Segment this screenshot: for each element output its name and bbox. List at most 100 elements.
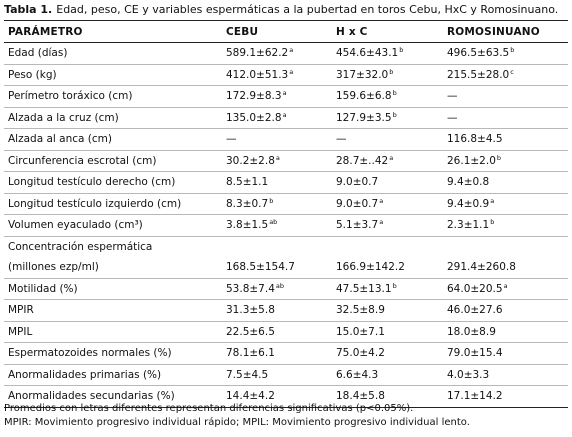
cebu-cell: 168.5±154.7 bbox=[222, 257, 332, 279]
cell-value: 135.0±2.8 bbox=[226, 111, 282, 124]
cell-value: 589.1±62.2 bbox=[226, 47, 289, 60]
significance-letter: b bbox=[490, 218, 495, 227]
header-romosinuano: ROMOSINUANO bbox=[443, 21, 568, 43]
cell-value: 5.1±3.7 bbox=[336, 219, 379, 232]
table-row: Circunferencia escrotal (cm) 30.2±2.8a 28.… bbox=[4, 150, 568, 172]
cell-value: 166.9±142.2 bbox=[336, 261, 405, 274]
cell-value: 317±32.0 bbox=[336, 68, 389, 81]
hxc-cell: 5.1±3.7a bbox=[332, 214, 443, 237]
table-row: Alzada al anca (cm) — — 116.8±4.5 bbox=[4, 128, 568, 151]
cell-value: Peso (kg) bbox=[8, 68, 57, 81]
cell-value: — bbox=[447, 111, 458, 124]
romosinuano-cell: — bbox=[443, 107, 568, 129]
cell-value: 30.2±2.8 bbox=[226, 154, 275, 167]
romosinuano-cell: 18.0±8.9 bbox=[443, 321, 568, 343]
cell-value: 9.0±0.7 bbox=[336, 197, 379, 210]
cebu-cell: 78.1±6.1 bbox=[222, 342, 332, 365]
cell-value: Volumen eyaculado (cm³) bbox=[8, 219, 143, 232]
romosinuano-cell: 116.8±4.5 bbox=[443, 128, 568, 151]
cell-value: 7.5±4.5 bbox=[226, 368, 269, 381]
romosinuano-cell: 215.5±28.0c bbox=[443, 64, 568, 86]
romosinuano-cell: 496.5±63.5b bbox=[443, 42, 568, 65]
cell-value: Alzada al anca (cm) bbox=[8, 133, 113, 146]
param-cell: MPIR bbox=[4, 299, 222, 322]
romosinuano-cell: 291.4±260.8 bbox=[443, 257, 568, 279]
cell-value: 46.0±27.6 bbox=[447, 304, 503, 317]
param-cell: Anormalidades primarias (%) bbox=[4, 364, 222, 386]
param-cell: Longitud testículo izquierdo (cm) bbox=[4, 193, 222, 215]
cell-value: 172.9±8.3 bbox=[226, 90, 282, 103]
cebu-cell: 172.9±8.3a bbox=[222, 85, 332, 108]
cell-value: Anormalidades secundarias (%) bbox=[8, 390, 175, 403]
cell-value: 28.7±..42 bbox=[336, 154, 389, 167]
cell-value: Espermatozoides normales (%) bbox=[8, 347, 172, 360]
significance-letter: b bbox=[392, 281, 397, 290]
cell-value: 78.1±6.1 bbox=[226, 347, 275, 360]
cebu-cell: 412.0±51.3a bbox=[222, 64, 332, 86]
cell-value: 18.0±8.9 bbox=[447, 325, 496, 338]
cell-value: 6.6±4.3 bbox=[336, 368, 379, 381]
hxc-cell: 127.9±3.5b bbox=[332, 107, 443, 129]
note-abbreviations: MPIR: Movimiento progresivo individual r… bbox=[4, 417, 470, 428]
cell-value: Perímetro toráxico (cm) bbox=[8, 90, 133, 103]
table-row: Motilidad (%) 53.8±7.4ab 47.5±13.1b 64.0±20… bbox=[4, 278, 568, 300]
cell-value: Anormalidades primarias (%) bbox=[8, 368, 162, 381]
cell-value: Concentración espermática bbox=[8, 240, 153, 253]
romosinuano-cell: 4.0±3.3 bbox=[443, 364, 568, 386]
param-cell: Espermatozoides normales (%) bbox=[4, 342, 222, 365]
cell-value: 291.4±260.8 bbox=[447, 261, 516, 274]
cell-value: Edad (días) bbox=[8, 47, 68, 60]
romosinuano-cell bbox=[443, 236, 568, 257]
hxc-cell: 166.9±142.2 bbox=[332, 257, 443, 279]
cebu-cell: 7.5±4.5 bbox=[222, 364, 332, 386]
cell-value: 159.6±6.8 bbox=[336, 90, 392, 103]
table-row: Anormalidades primarias (%) 7.5±4.5 6.6±4.… bbox=[4, 364, 568, 386]
cell-value: MPIL bbox=[8, 325, 33, 338]
hxc-cell: 47.5±13.1b bbox=[332, 278, 443, 300]
hxc-cell: 159.6±6.8b bbox=[332, 85, 443, 108]
significance-letter: ab bbox=[269, 218, 278, 227]
significance-letter: a bbox=[289, 67, 294, 76]
cell-value: MPIR bbox=[8, 304, 34, 317]
hxc-cell: 32.5±8.9 bbox=[332, 299, 443, 322]
hxc-cell: 454.6±43.1b bbox=[332, 42, 443, 65]
romosinuano-cell: 26.1±2.0b bbox=[443, 150, 568, 172]
table-caption: Tabla 1. Edad, peso, CE y variables esper… bbox=[4, 3, 570, 17]
romosinuano-cell: 17.1±14.2 bbox=[443, 386, 568, 407]
cebu-cell: 3.8±1.5ab bbox=[222, 214, 332, 237]
cell-value: 32.5±8.9 bbox=[336, 304, 385, 317]
hxc-cell: 28.7±..42a bbox=[332, 150, 443, 172]
cell-value: 9.4±0.8 bbox=[447, 176, 490, 189]
cell-value: 454.6±43.1 bbox=[336, 47, 399, 60]
significance-letter: b bbox=[269, 196, 274, 205]
table-row: Anormalidades secundarias (%) 14.4±4.2 18.… bbox=[4, 386, 568, 407]
table-row: (millones ezp/ml) 168.5±154.7 166.9±142.2 2… bbox=[4, 257, 568, 279]
hxc-cell: 317±32.0b bbox=[332, 64, 443, 86]
cebu-cell bbox=[222, 236, 332, 257]
param-cell: (millones ezp/ml) bbox=[4, 257, 222, 279]
cell-value: 47.5±13.1 bbox=[336, 282, 392, 295]
param-cell: Motilidad (%) bbox=[4, 278, 222, 300]
significance-letter: a bbox=[379, 218, 384, 227]
significance-letter: a bbox=[282, 110, 287, 119]
table-body: Edad (días) 589.1±62.2a 454.6±43.1b 496.5±6… bbox=[4, 42, 568, 407]
romosinuano-cell: 9.4±0.9a bbox=[443, 193, 568, 215]
param-cell: MPIL bbox=[4, 321, 222, 343]
cell-value: 14.4±4.2 bbox=[226, 390, 275, 403]
param-cell: Perímetro toráxico (cm) bbox=[4, 85, 222, 108]
cell-value: 31.3±5.8 bbox=[226, 304, 275, 317]
cell-value: 2.3±1.1 bbox=[447, 219, 490, 232]
table-row: MPIR 31.3±5.8 32.5±8.9 46.0±27.6 bbox=[4, 299, 568, 322]
hxc-cell: 18.4±5.8 bbox=[332, 386, 443, 407]
header-hxc: H x C bbox=[332, 21, 443, 43]
significance-letter: ab bbox=[275, 281, 284, 290]
cell-value: 17.1±14.2 bbox=[447, 390, 503, 403]
cell-value: 79.0±15.4 bbox=[447, 347, 503, 360]
param-cell: Alzada a la cruz (cm) bbox=[4, 107, 222, 129]
note-significance: Promedios con letras diferentes represen… bbox=[4, 403, 414, 414]
cell-value: 75.0±4.2 bbox=[336, 347, 385, 360]
cell-value: 8.5±1.1 bbox=[226, 176, 269, 189]
cell-value: 22.5±6.5 bbox=[226, 325, 275, 338]
cell-value: — bbox=[447, 90, 458, 103]
param-cell: Concentración espermática bbox=[4, 236, 222, 257]
